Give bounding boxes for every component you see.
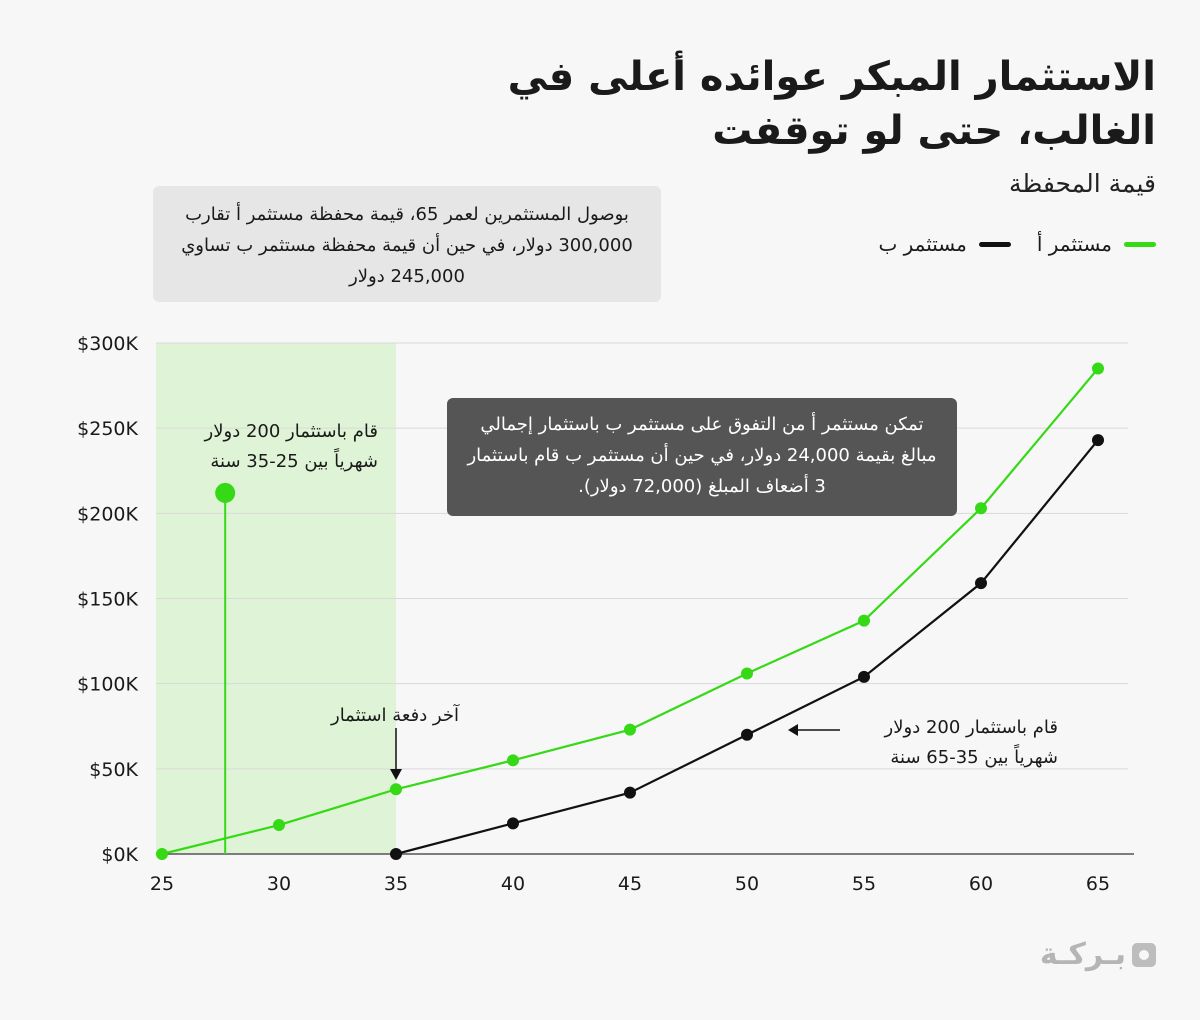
data-point-investor-b	[1092, 434, 1104, 447]
data-point-investor-a	[273, 819, 285, 832]
legend-item-investor-b: مستثمر ب	[878, 232, 1011, 256]
legend-label-investor-a: مستثمر أ	[1036, 232, 1112, 256]
y-tick-label: $50K	[89, 759, 138, 781]
comparison-note: تمكن مستثمر أ من التفوق على مستثمر ب باس…	[447, 398, 957, 516]
data-point-investor-a	[156, 848, 168, 860]
investor-a-annotation: قام باستثمار 200 دولار شهرياً بين 25-35 …	[204, 421, 378, 472]
y-tick-label: $200K	[77, 503, 138, 525]
x-tick-label: 35	[384, 873, 408, 895]
data-point-investor-a	[975, 502, 987, 515]
data-point-investor-b	[390, 848, 402, 860]
x-tick-label: 25	[150, 873, 174, 895]
last-payment-annotation: آخر دفعة استثمار	[331, 705, 459, 726]
data-point-investor-a	[741, 667, 753, 680]
y-tick-label: $100K	[77, 674, 138, 696]
x-tick-label: 65	[1086, 873, 1110, 895]
investor-b-arrow-head	[788, 724, 798, 736]
investor-b-annotation: قام باستثمار 200 دولار شهرياً بين 35-65 …	[884, 717, 1058, 768]
data-point-investor-b	[858, 670, 870, 683]
chart-title: الاستثمار المبكر عوائده أعلى في الغالب، …	[507, 54, 1156, 154]
brand-name: بـركـة	[1039, 937, 1126, 972]
data-point-investor-b	[975, 577, 987, 590]
y-tick-label: $150K	[77, 589, 138, 611]
chart-legend: مستثمر أ مستثمر ب	[878, 232, 1156, 256]
x-tick-label: 50	[735, 873, 759, 895]
data-point-investor-a	[858, 614, 870, 627]
y-tick-label: $0K	[101, 844, 138, 866]
data-point-investor-b	[507, 817, 519, 830]
callout-marker	[215, 482, 236, 503]
brand-logo: بـركـة	[1040, 937, 1156, 972]
brand-mark-icon	[1132, 942, 1156, 967]
y-tick-label: $250K	[77, 418, 138, 440]
data-point-investor-a	[1092, 362, 1104, 375]
legend-label-investor-b: مستثمر ب	[878, 232, 967, 256]
chart-subtitle: قيمة المحفظة	[1008, 169, 1156, 198]
data-point-investor-a	[624, 723, 636, 736]
data-point-investor-a	[507, 754, 519, 767]
legend-swatch-investor-b	[978, 241, 1011, 247]
last-payment-arrow-head	[390, 769, 402, 780]
x-tick-label: 40	[501, 873, 525, 895]
x-tick-label: 60	[969, 873, 993, 895]
x-tick-label: 55	[852, 873, 876, 895]
x-tick-label: 45	[618, 873, 642, 895]
data-point-investor-b	[741, 728, 753, 741]
y-tick-label: $300K	[77, 333, 138, 355]
data-point-investor-a	[390, 783, 402, 796]
x-tick-label: 30	[267, 873, 291, 895]
data-point-investor-b	[624, 786, 636, 799]
summary-note: بوصول المستثمرين لعمر 65، قيمة محفظة مست…	[153, 186, 661, 302]
legend-swatch-investor-a	[1124, 241, 1156, 247]
legend-item-investor-a: مستثمر أ	[1037, 232, 1156, 256]
